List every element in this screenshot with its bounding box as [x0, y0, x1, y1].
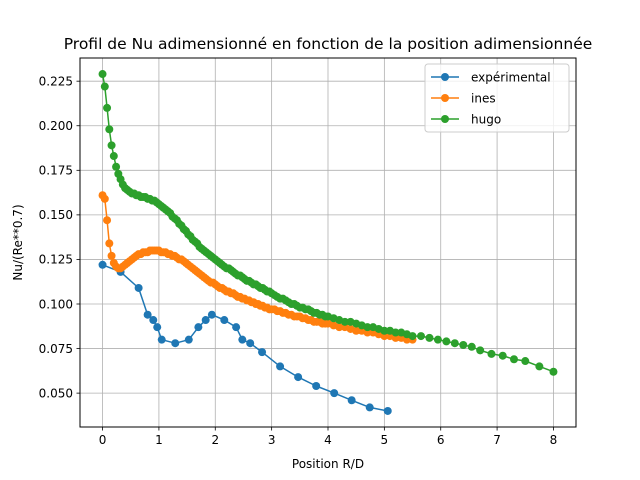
data-point-hugo: [408, 332, 417, 341]
data-point-hugo: [510, 355, 518, 364]
y-axis: 0.050 0.075 0.100 0.125 0.150 0.175 0.200 0.225: [39, 74, 80, 400]
y-tick-label: 0.100: [39, 297, 73, 311]
data-point-experimental: [220, 316, 229, 325]
x-tick-label: 6: [437, 433, 445, 447]
data-point-hugo: [391, 328, 400, 337]
data-point-hugo: [98, 70, 107, 79]
data-point-hugo: [105, 125, 114, 134]
data-point-hugo: [450, 339, 459, 348]
x-tick-label: 2: [211, 433, 219, 447]
data-point-hugo: [433, 335, 442, 344]
x-tick-label: 3: [268, 433, 276, 447]
data-point-ines: [105, 239, 114, 248]
data-point-hugo: [459, 341, 468, 349]
data-point-experimental: [312, 382, 321, 390]
data-point-ines: [352, 326, 361, 335]
y-tick-label: 0.200: [39, 119, 73, 133]
data-point-experimental: [238, 335, 247, 344]
data-point-experimental: [330, 389, 339, 398]
data-point-hugo: [442, 337, 451, 346]
x-tick-label: 8: [550, 433, 558, 447]
data-point-hugo: [425, 333, 434, 342]
data-point-experimental: [184, 335, 193, 344]
data-point-experimental: [143, 310, 152, 319]
legend-label-ines: ines: [471, 91, 496, 105]
data-point-hugo: [103, 103, 112, 112]
data-point-experimental: [201, 316, 210, 325]
data-point-experimental: [149, 316, 158, 325]
x-tick-label: 7: [493, 433, 501, 447]
data-point-experimental: [207, 310, 216, 319]
x-tick-label: 4: [324, 433, 332, 447]
data-point-hugo: [535, 362, 544, 371]
data-point-experimental: [134, 283, 143, 292]
data-point-experimental: [246, 339, 255, 348]
data-point-experimental: [157, 335, 166, 344]
data-point-experimental: [383, 406, 392, 415]
y-tick-label: 0.075: [39, 342, 73, 356]
data-point-hugo: [109, 152, 118, 161]
x-axis-label: Position R/D: [292, 457, 364, 471]
y-tick-label: 0.150: [39, 208, 73, 222]
data-point-experimental: [294, 373, 303, 382]
data-point-hugo: [549, 367, 558, 376]
x-tick-label: 1: [155, 433, 163, 447]
data-point-experimental: [153, 323, 162, 332]
data-point-ines: [100, 194, 109, 203]
data-point-experimental: [276, 362, 285, 371]
data-point-hugo: [380, 326, 389, 335]
y-tick-label: 0.175: [39, 164, 73, 178]
data-point-hugo: [107, 141, 116, 150]
data-point-experimental: [98, 260, 107, 269]
legend: expérimental ines hugo: [424, 63, 570, 133]
x-axis: 0 1 2 3 4 5 6 7 8: [99, 427, 558, 447]
legend-label-experimental: expérimental: [471, 70, 551, 84]
chart-title: Profil de Nu adimensionné en fonction de…: [64, 35, 593, 53]
data-point-hugo: [112, 162, 121, 171]
legend-marker-experimental: [441, 73, 449, 81]
data-point-hugo: [467, 342, 476, 351]
data-point-experimental: [258, 348, 267, 357]
series-hugo: [98, 70, 558, 376]
data-point-hugo: [100, 82, 109, 91]
data-point-experimental: [171, 339, 180, 348]
y-tick-label: 0.050: [39, 386, 73, 400]
data-point-hugo: [498, 351, 507, 360]
y-tick-label: 0.125: [39, 253, 73, 267]
data-point-hugo: [417, 332, 425, 341]
legend-marker-hugo: [441, 115, 449, 123]
x-tick-label: 5: [381, 433, 389, 447]
series-ines: [98, 191, 417, 344]
data-point-hugo: [363, 323, 372, 332]
legend-marker-ines: [441, 94, 449, 102]
x-tick-label: 0: [99, 433, 107, 447]
data-point-experimental: [232, 323, 241, 332]
data-point-ines: [335, 323, 344, 332]
data-point-hugo: [476, 346, 485, 355]
series-experimental: [98, 260, 392, 415]
legend-frame: [424, 63, 570, 133]
data-point-ines: [107, 251, 116, 260]
data-point-experimental: [194, 323, 203, 332]
data-point-hugo: [340, 317, 349, 326]
data-series: [98, 70, 558, 415]
data-point-hugo: [487, 349, 496, 358]
y-tick-label: 0.225: [39, 74, 73, 88]
data-point-hugo: [521, 357, 530, 366]
y-axis-label: Nu/(Re**0.7): [11, 204, 25, 280]
legend-label-hugo: hugo: [471, 112, 501, 126]
data-point-experimental: [365, 403, 374, 412]
data-point-experimental: [347, 396, 356, 405]
data-point-ines: [103, 216, 112, 225]
